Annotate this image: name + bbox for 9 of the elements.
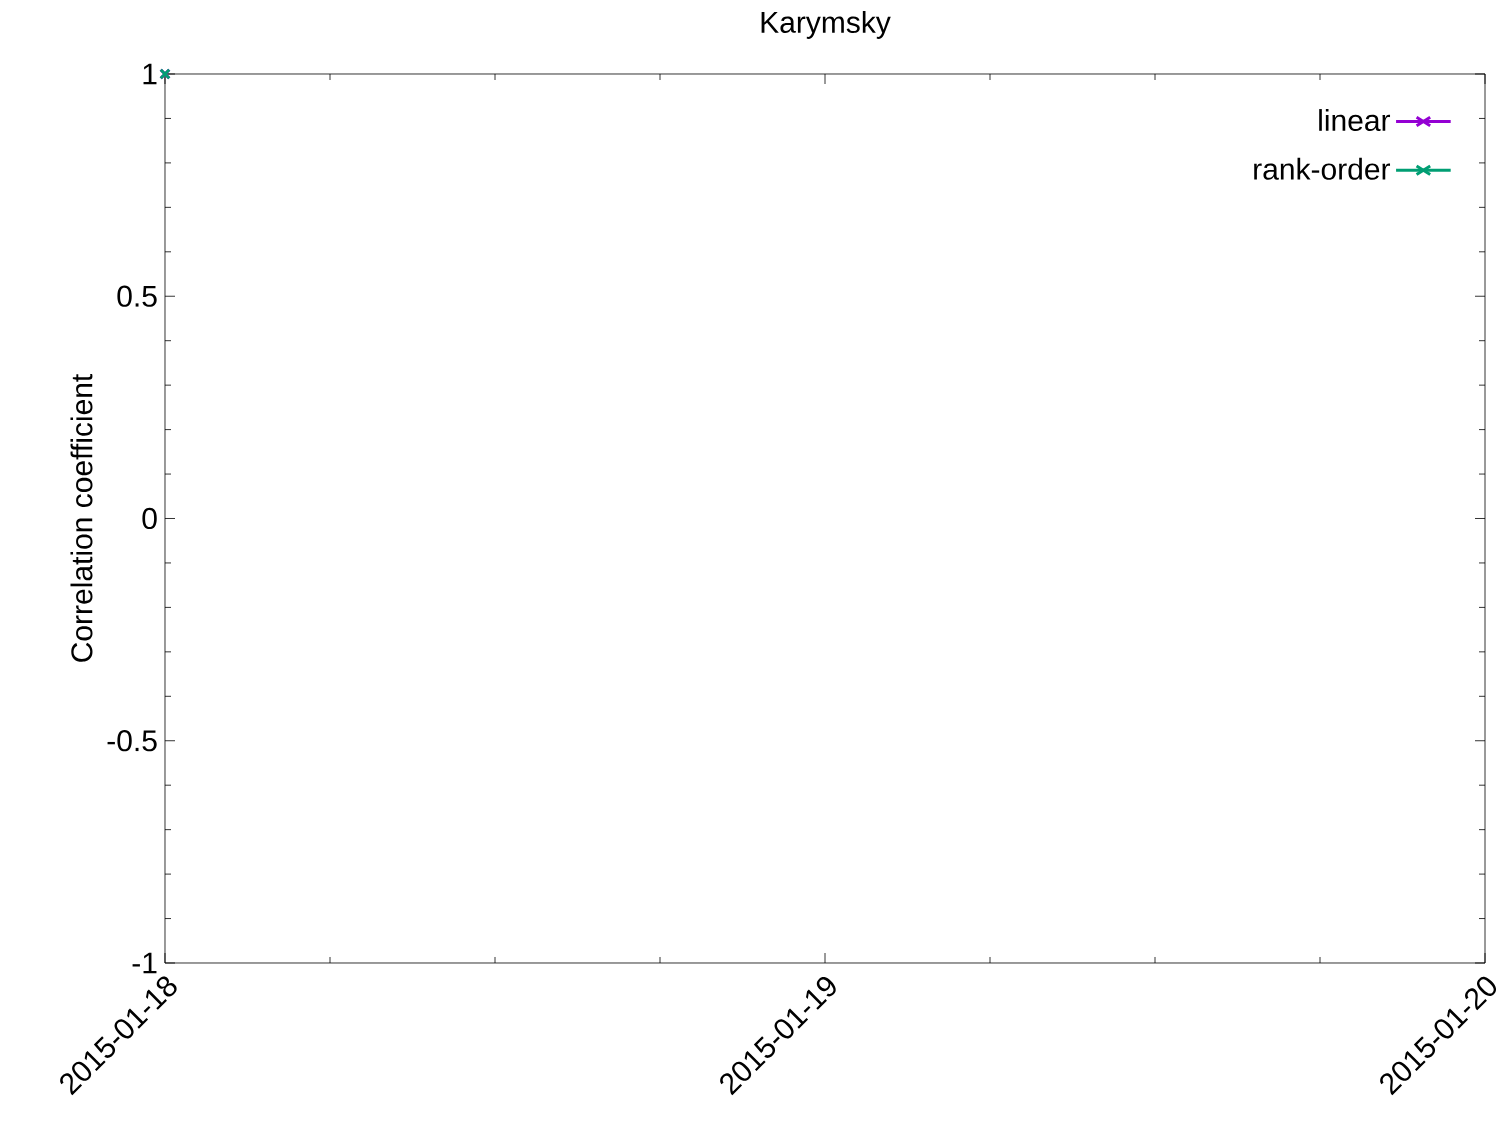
- legend-label: rank-order: [1254, 157, 1391, 180]
- y-axis-title: Correlation coefficient: [70, 373, 93, 662]
- y-tick-label: -0.5: [107, 730, 157, 752]
- y-tick-label: 0.5: [117, 285, 157, 307]
- y-tick-label: 0: [142, 507, 157, 530]
- legend-label: linear: [1319, 109, 1391, 132]
- y-tick-label: 1: [143, 63, 157, 85]
- chart-title: Karymsky: [761, 10, 891, 39]
- y-tick-label: -1: [132, 952, 157, 974]
